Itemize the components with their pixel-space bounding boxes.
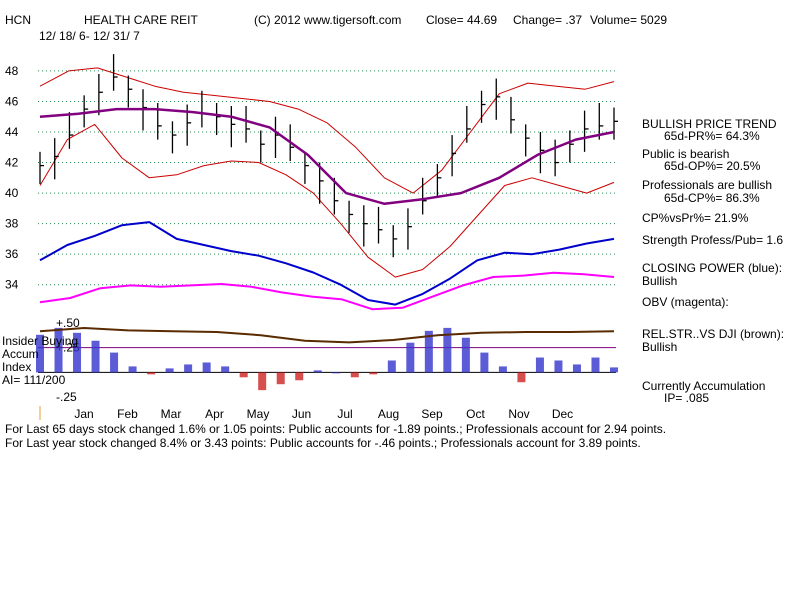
accum-bar [202,362,211,373]
footer-65day: For Last 65 days stock changed 1.6% or 1… [5,422,667,436]
price-tick-label: 38 [5,217,19,231]
obv-line [39,271,615,311]
closing-power-line [39,221,615,306]
ip-value: IP= .085 [664,391,710,405]
index-label: Index [2,360,32,374]
accum-bar [221,366,230,373]
accum-bar [36,334,44,373]
professionals-bullish-label: Professionals are bullish [642,178,773,192]
moving-average-line [39,107,615,206]
month-label: Oct [466,407,485,421]
accum-bar [480,352,489,373]
price-tick-label: 36 [5,247,19,261]
month-label: Mar [161,407,182,421]
close-price: Close= 44.69 [426,13,498,27]
accum-bar [461,337,470,373]
month-label: Sep [421,407,443,421]
strength-ratio: Strength Profess/Pub= 1.6 [642,233,784,247]
cp-value: 65d-CP%= 86.3% [664,191,760,205]
accum-bar [350,372,359,378]
upper-band-line [39,67,615,194]
accum-bar [498,366,507,373]
accum-bar [572,364,581,373]
accum-bar [406,342,415,373]
relstr-label: REL.STR..VS DJI (brown): [642,327,785,341]
op-value: 65d-OP%= 20.5% [664,159,761,173]
month-label: Jul [337,407,352,421]
accum-bar [535,357,544,373]
accum-bar [147,372,156,375]
accum-bar [295,372,304,381]
accumulation-label: Currently Accumulation [642,379,766,393]
price-tick-label: 44 [5,125,19,139]
obv-label: OBV (magenta): [642,295,729,309]
insider-buying-label: Insider Buying [2,334,79,348]
company-name: HEALTH CARE REIT [84,13,198,27]
accum-bar [184,364,193,373]
closing-power-label: CLOSING POWER (blue): [642,261,783,275]
accum-bar [517,372,526,383]
public-bearish-label: Public is bearish [642,147,730,161]
accum-bar [369,372,378,375]
bullish-trend-label: BULLISH PRICE TREND [642,117,777,131]
accum-bar [239,372,248,378]
volume: Volume= 5029 [590,13,668,27]
month-label: Jun [292,407,311,421]
accum-bar [443,327,452,373]
closing-power-state: Bullish [642,274,678,288]
month-label: Aug [378,407,399,421]
relstr-state: Bullish [642,340,678,354]
accum-bar [91,340,100,373]
accum-bar [128,366,137,373]
accum-tick-label: -.25 [56,390,77,404]
price-tick-label: 34 [5,278,19,292]
footer-year: For Last year stock changed 8.4% or 3.43… [5,436,641,450]
month-label: May [247,407,270,421]
accum-bar [610,367,618,373]
accum-label: Accum [2,347,39,361]
accum-tick-label: +.50 [56,316,80,330]
month-label: Apr [205,407,224,421]
copyright: (C) 2012 www.tigersoft.com [254,13,402,27]
price-tick-label: 42 [5,156,19,170]
month-label: Jan [74,407,93,421]
accum-bar [54,327,63,373]
relstr-line [39,327,615,344]
price-tick-label: 48 [5,64,19,78]
price-tick-label: 40 [5,186,19,200]
accum-bar [165,368,174,373]
accum-bar [554,360,563,373]
ticker-symbol: HCN [5,13,31,27]
price-tick-label: 46 [5,94,19,108]
accum-bar [313,370,322,373]
accum-bar [332,372,341,374]
price-change: Change= .37 [513,13,583,27]
accum-bar [73,332,82,373]
ai-value: AI= 111/200 [2,373,66,387]
cp-vs-pr: CP%vsPr%= 21.9% [642,211,749,225]
accum-bar [276,372,285,385]
month-label: Nov [508,407,529,421]
accum-bar [258,372,267,391]
accum-bar [387,360,396,373]
accum-bar [424,330,433,373]
accum-bar [591,357,600,373]
lower-band-line [39,123,615,278]
month-label: Dec [552,407,573,421]
month-label: Feb [117,407,138,421]
accum-bar [110,352,119,373]
pr-value: 65d-PR%= 64.3% [664,129,760,143]
date-range: 12/ 18/ 6- 12/ 31/ 7 [39,29,140,43]
